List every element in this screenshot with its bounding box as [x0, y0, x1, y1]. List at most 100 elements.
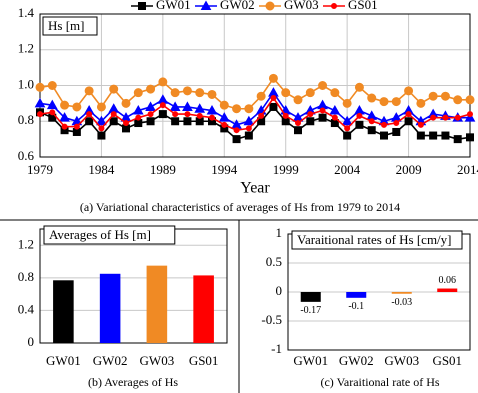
y-tick-label: 1.2 [18, 41, 34, 56]
marker [158, 77, 168, 87]
x-tick-label: 2009 [396, 162, 422, 177]
marker [319, 107, 326, 114]
x-axis-label: Year [240, 180, 270, 197]
x-tick-label: 1994 [211, 162, 238, 177]
x-tick-label: GW01 [46, 353, 81, 368]
marker [59, 112, 70, 122]
marker [467, 111, 473, 118]
y-tick-label: -0.5 [261, 312, 282, 327]
marker [244, 131, 253, 140]
marker [84, 86, 94, 96]
marker [60, 100, 70, 110]
marker [196, 112, 203, 119]
marker [145, 101, 156, 111]
bar [391, 292, 412, 294]
chart-title: Hs [m] [48, 18, 84, 33]
y-tick-label: 1 [276, 225, 283, 240]
caption: (a) Variational characteristics of avera… [80, 200, 400, 214]
title-box [42, 16, 98, 36]
marker [244, 104, 254, 114]
marker [35, 82, 45, 92]
x-tick-label: 2004 [334, 162, 361, 177]
marker [294, 126, 302, 135]
marker [110, 111, 117, 118]
bar [53, 280, 74, 343]
marker [366, 110, 378, 120]
marker [258, 112, 265, 119]
marker [404, 117, 413, 126]
marker [121, 98, 131, 108]
marker [256, 91, 266, 101]
x-tick-label: GW01 [293, 353, 328, 368]
bar [300, 292, 321, 302]
marker [430, 114, 437, 121]
marker [453, 95, 463, 105]
marker [367, 93, 377, 103]
marker [194, 103, 206, 113]
marker [393, 120, 400, 127]
x-tick-label: 1989 [150, 162, 176, 177]
marker [243, 115, 255, 126]
marker [429, 131, 438, 140]
marker [295, 120, 301, 127]
bar [193, 275, 214, 343]
y-tick-label: 0.8 [18, 112, 34, 127]
marker [428, 91, 438, 101]
x-tick-label: GW03 [384, 353, 419, 368]
y-tick-label: 0.4 [18, 301, 35, 316]
marker [123, 120, 129, 127]
marker [170, 88, 180, 98]
marker [47, 81, 57, 90]
marker [307, 111, 314, 118]
y-tick-label: 0 [276, 283, 283, 298]
x-tick-label: GW03 [140, 353, 175, 368]
marker [331, 3, 337, 9]
marker [37, 111, 43, 118]
marker [183, 117, 192, 126]
marker [265, 1, 275, 11]
marker [465, 95, 475, 105]
marker [109, 84, 119, 94]
marker [454, 114, 461, 121]
marker [108, 103, 120, 113]
title-box [291, 230, 463, 250]
y-tick-label: -1 [271, 341, 282, 356]
marker [159, 102, 166, 109]
marker [219, 100, 229, 110]
data-label: -0.17 [300, 305, 321, 316]
y-tick-label: 1.2 [18, 236, 34, 251]
marker [356, 112, 363, 119]
y-tick-label: 0.8 [18, 269, 34, 284]
title-box [43, 225, 176, 245]
caption: (c) Varaitional rate of Hs [320, 375, 439, 389]
marker [293, 95, 303, 105]
marker [232, 104, 242, 114]
legend-label: GW02 [220, 0, 255, 12]
marker [306, 117, 315, 126]
marker [85, 117, 94, 126]
marker [135, 114, 142, 121]
bar [99, 273, 121, 343]
marker [341, 115, 353, 126]
marker [218, 112, 230, 122]
y-tick-label: 1.4 [18, 5, 35, 20]
marker [367, 126, 376, 135]
x-tick-label: GS01 [432, 353, 462, 368]
marker [464, 112, 476, 122]
marker [172, 111, 179, 118]
marker [147, 111, 154, 118]
data-label: -0.03 [391, 297, 412, 308]
marker [404, 86, 414, 96]
bar [437, 288, 458, 292]
marker [442, 114, 449, 121]
marker [207, 89, 217, 99]
marker [157, 94, 169, 104]
marker [171, 117, 180, 126]
caption: (b) Averages of Hs [88, 375, 178, 389]
marker [343, 131, 352, 140]
marker [330, 88, 340, 98]
marker [317, 99, 328, 110]
marker [344, 125, 351, 132]
marker [268, 73, 278, 83]
